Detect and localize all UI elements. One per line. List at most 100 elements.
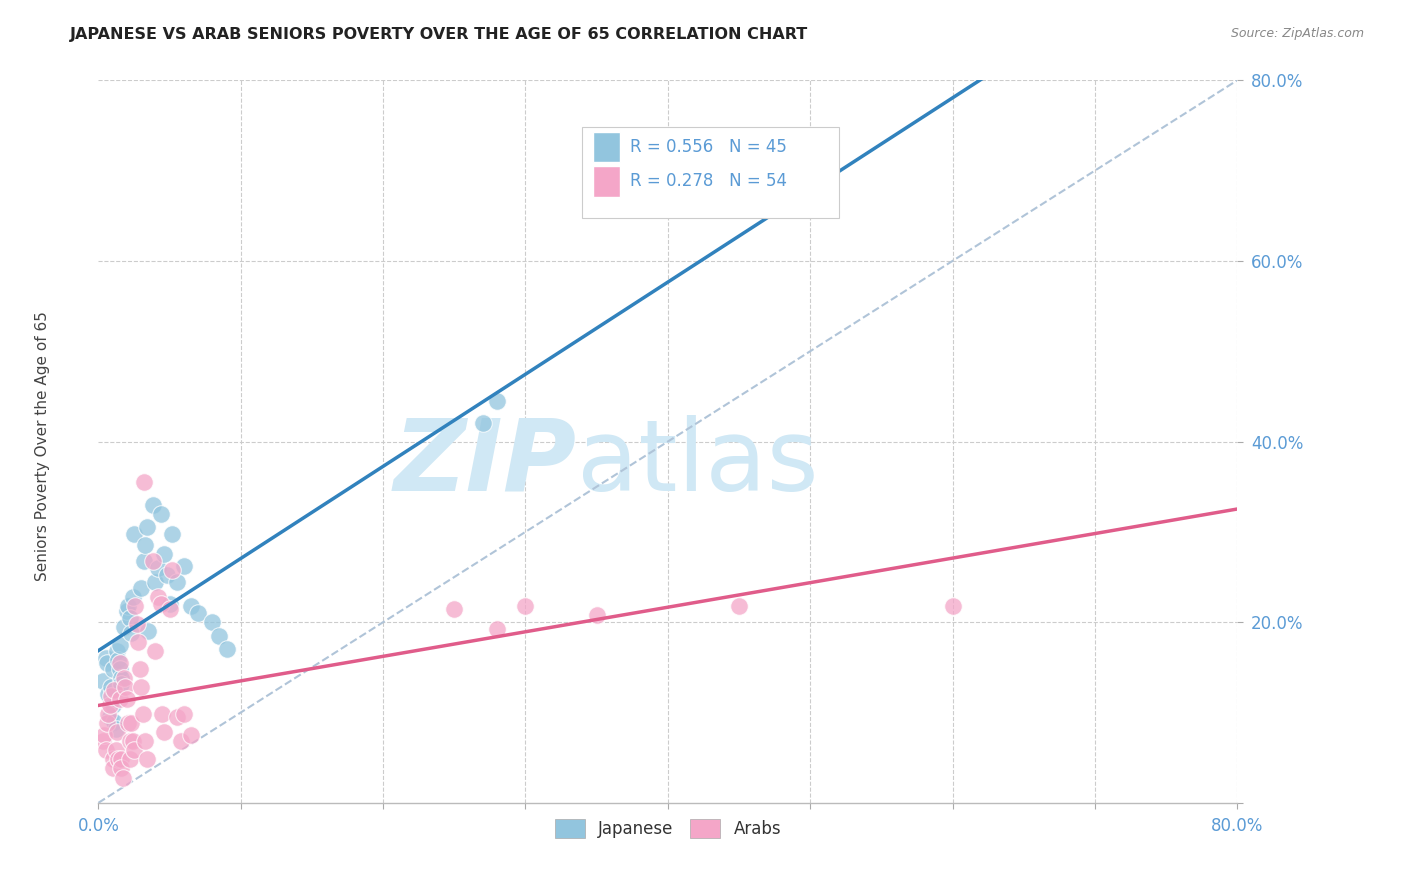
Point [107, 752, 129, 766]
Point [443, 601, 465, 615]
Point [150, 597, 173, 611]
Point [101, 752, 124, 766]
Text: Seniors Poverty Over the Age of 65: Seniors Poverty Over the Age of 65 [35, 311, 49, 581]
Point [108, 662, 131, 676]
Point [110, 671, 132, 685]
Point [153, 548, 176, 562]
Point [91, 734, 114, 748]
Point [132, 554, 155, 568]
Point [96, 716, 118, 731]
Point [110, 752, 132, 766]
Point [122, 743, 145, 757]
Point [150, 507, 173, 521]
Point [101, 762, 124, 776]
Point [141, 554, 163, 568]
FancyBboxPatch shape [593, 166, 620, 196]
Point [112, 620, 135, 634]
Point [129, 581, 152, 595]
Point [115, 604, 138, 618]
Point [135, 752, 157, 766]
Point [103, 682, 125, 697]
Point [148, 590, 170, 604]
Point [145, 644, 167, 658]
Point [122, 526, 145, 541]
FancyBboxPatch shape [593, 132, 620, 162]
Point [110, 676, 132, 690]
Point [132, 475, 155, 490]
Point [103, 714, 125, 729]
Point [112, 671, 135, 685]
Point [515, 599, 537, 613]
Point [108, 692, 131, 706]
Point [97, 707, 120, 722]
Point [173, 559, 195, 574]
Point [585, 607, 607, 622]
Text: atlas: atlas [576, 415, 818, 512]
Point [134, 538, 156, 552]
Point [121, 590, 143, 604]
Point [91, 673, 114, 688]
Point [101, 698, 124, 713]
Point [131, 707, 153, 722]
Point [162, 526, 184, 541]
Point [145, 574, 167, 589]
Point [111, 771, 134, 785]
Point [105, 725, 128, 739]
Point [118, 752, 141, 766]
Point [159, 597, 181, 611]
Text: ZIP: ZIP [394, 415, 576, 512]
Point [156, 568, 179, 582]
Point [118, 610, 141, 624]
Text: Source: ZipAtlas.com: Source: ZipAtlas.com [1230, 27, 1364, 40]
Point [108, 656, 131, 670]
Point [141, 498, 163, 512]
Point [108, 638, 131, 652]
Point [93, 728, 115, 742]
Point [152, 707, 174, 722]
Point [166, 710, 188, 724]
Point [107, 653, 129, 667]
Point [105, 644, 128, 658]
Point [110, 762, 132, 776]
Point [98, 698, 121, 713]
Point [94, 651, 117, 665]
Point [104, 743, 127, 757]
Point [129, 680, 152, 694]
Point [153, 725, 176, 739]
Point [98, 710, 121, 724]
Point [96, 656, 118, 670]
Point [117, 716, 139, 731]
Text: R = 0.556   N = 45: R = 0.556 N = 45 [630, 137, 787, 156]
Point [125, 617, 148, 632]
Point [162, 563, 184, 577]
Point [117, 599, 139, 613]
Point [127, 635, 149, 649]
Point [173, 707, 195, 722]
Point [121, 734, 143, 748]
Point [114, 680, 136, 694]
Point [159, 601, 181, 615]
Point [128, 662, 150, 676]
Point [101, 662, 124, 676]
Point [124, 599, 146, 613]
Point [100, 680, 122, 694]
Point [187, 606, 209, 620]
Point [100, 690, 122, 704]
Text: JAPANESE VS ARAB SENIORS POVERTY OVER THE AGE OF 65 CORRELATION CHART: JAPANESE VS ARAB SENIORS POVERTY OVER TH… [70, 27, 808, 42]
Point [728, 599, 751, 613]
FancyBboxPatch shape [582, 128, 839, 218]
Legend: Japanese, Arabs: Japanese, Arabs [548, 813, 787, 845]
Point [471, 417, 494, 431]
Point [180, 599, 202, 613]
Point [94, 743, 117, 757]
Point [97, 687, 120, 701]
Point [170, 734, 193, 748]
Point [120, 716, 142, 731]
Point [135, 520, 157, 534]
Point [134, 734, 156, 748]
Point [166, 574, 188, 589]
Point [942, 599, 965, 613]
Point [486, 393, 509, 408]
Point [201, 615, 224, 630]
Text: R = 0.278   N = 54: R = 0.278 N = 54 [630, 172, 787, 190]
